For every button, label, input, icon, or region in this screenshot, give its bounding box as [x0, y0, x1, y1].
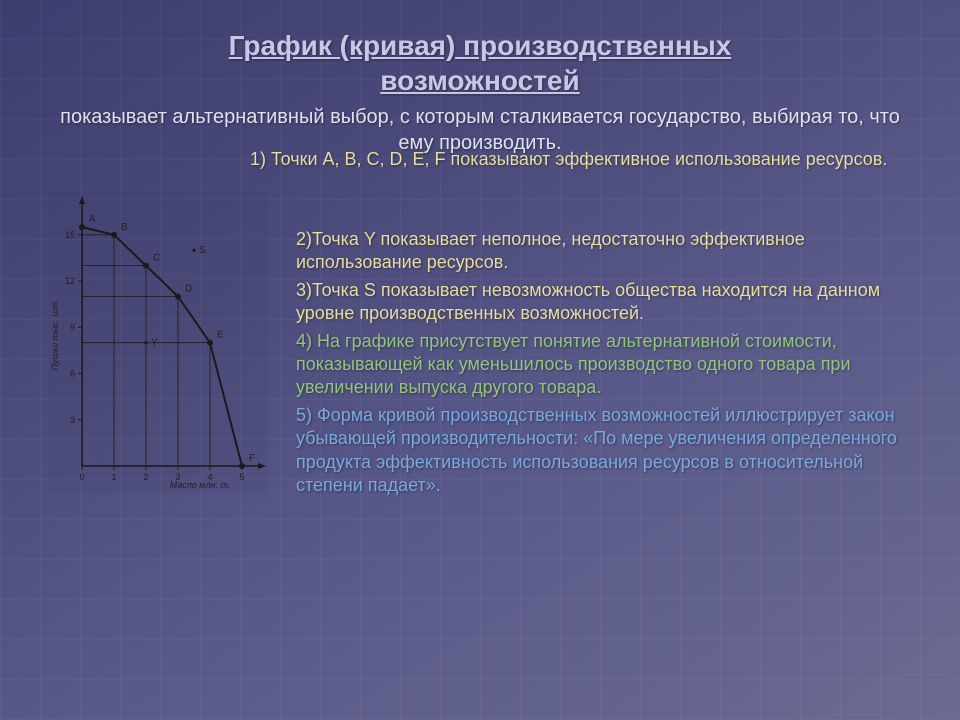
content-row: 0123453691215ABCDEFYSМасло млн. т.Пушки … — [48, 170, 912, 501]
svg-text:5: 5 — [239, 472, 244, 482]
bullet-list: 2)Точка Y показывает неполное, недостато… — [296, 228, 912, 497]
svg-text:12: 12 — [65, 276, 75, 286]
svg-text:B: B — [121, 222, 128, 233]
svg-text:0: 0 — [79, 472, 84, 482]
ppf-chart: 0123453691215ABCDEFYSМасло млн. т.Пушки … — [48, 192, 268, 492]
svg-text:2: 2 — [143, 472, 148, 482]
svg-text:Масло млн. т.: Масло млн. т. — [170, 480, 231, 490]
chart-column: 0123453691215ABCDEFYSМасло млн. т.Пушки … — [48, 170, 278, 501]
bullet-item: 2)Точка Y показывает неполное, недостато… — [296, 228, 912, 275]
svg-text:9: 9 — [70, 322, 75, 332]
svg-text:3: 3 — [70, 415, 75, 425]
svg-text:15: 15 — [65, 230, 75, 240]
svg-text:A: A — [89, 214, 96, 225]
svg-text:S: S — [199, 245, 206, 256]
svg-text:E: E — [217, 330, 224, 341]
svg-text:6: 6 — [70, 369, 75, 379]
svg-text:C: C — [153, 253, 160, 264]
svg-text:Y: Y — [151, 338, 158, 349]
slide: График (кривая) производственных возможн… — [0, 0, 960, 720]
svg-text:Пушки тыс. шт.: Пушки тыс. шт. — [50, 299, 60, 370]
svg-text:1: 1 — [111, 472, 116, 482]
slide-title: График (кривая) производственных возможн… — [48, 28, 912, 98]
ppf-chart-svg: 0123453691215ABCDEFYSМасло млн. т.Пушки … — [48, 192, 268, 492]
text-column: 2)Точка Y показывает неполное, недостато… — [278, 170, 912, 501]
bullet-item: 5) Форма кривой производственных возможн… — [296, 404, 912, 498]
bullet-item: 3)Точка S показывает невозможность общес… — [296, 279, 912, 326]
bullet-1-overlap: 1) Точки A, B, C, D, E, F показывают эфф… — [250, 148, 887, 171]
svg-text:F: F — [249, 453, 255, 464]
title-line-2: возможностей — [380, 65, 579, 96]
bullet-item: 4) На графике присутствует понятие альте… — [296, 330, 912, 400]
title-line-1: График (кривая) производственных — [229, 30, 732, 61]
svg-text:D: D — [185, 283, 192, 294]
